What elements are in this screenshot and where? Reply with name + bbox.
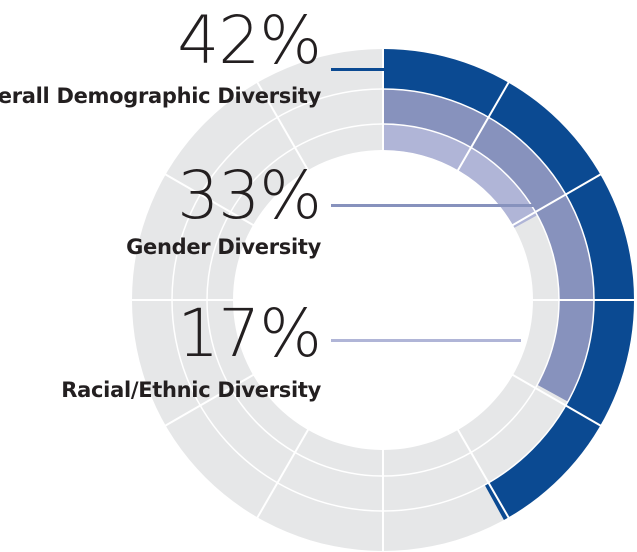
segment-separators bbox=[131, 48, 635, 552]
racial-diversity-label: Racial/Ethnic Diversity bbox=[61, 378, 321, 402]
ring-fills bbox=[383, 49, 635, 520]
segment-separator bbox=[164, 173, 255, 227]
callout-line-overall bbox=[331, 68, 385, 71]
overall-diversity-label: Overall Demographic Diversity bbox=[0, 84, 321, 108]
value-arc-overall bbox=[383, 49, 635, 520]
overall-diversity-percent: 42% bbox=[177, 2, 322, 79]
ring-boundary bbox=[206, 123, 560, 477]
segment-separator bbox=[256, 81, 310, 172]
callout-line-racial bbox=[331, 339, 521, 342]
ring-boundary bbox=[171, 88, 595, 512]
segment-separator bbox=[456, 81, 510, 172]
gender-diversity-percent: 33% bbox=[177, 157, 322, 234]
segment-separator bbox=[511, 373, 602, 427]
racial-diversity-percent: 17% bbox=[177, 295, 322, 372]
value-arc-gender bbox=[383, 89, 595, 402]
segment-separator bbox=[456, 428, 510, 519]
callout-line-gender bbox=[331, 204, 537, 207]
value-arc-racial bbox=[383, 124, 538, 228]
segment-separator bbox=[511, 173, 602, 227]
gender-diversity-label: Gender Diversity bbox=[126, 235, 321, 259]
segment-separator bbox=[164, 373, 255, 427]
segment-separator bbox=[256, 428, 310, 519]
